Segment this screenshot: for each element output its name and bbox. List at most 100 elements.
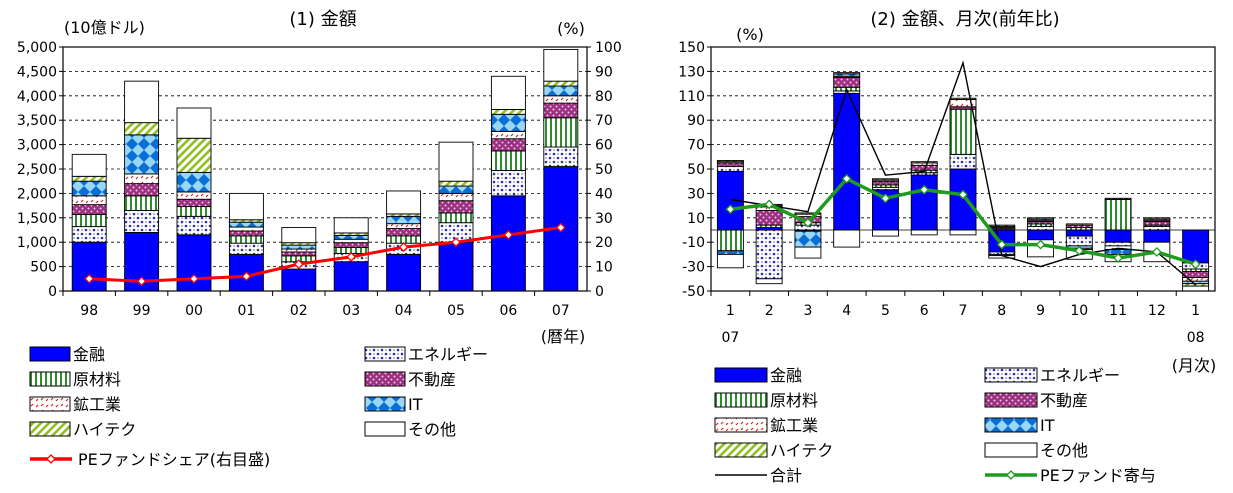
y-tick-label: 1,000	[17, 235, 57, 251]
bar-real-estate	[438, 200, 474, 214]
x-tick-label: 98	[80, 303, 98, 319]
bar-other	[438, 141, 474, 182]
plot-frame	[62, 46, 588, 292]
legend-label-high-tech: ハイテク	[770, 441, 833, 460]
legend-label-pe-share: PEファンドシェア(右目盛)	[78, 450, 270, 469]
bar-other	[71, 153, 107, 177]
bar-high-tech	[1143, 217, 1171, 220]
bar-finance	[386, 253, 422, 292]
pe-contribution-point	[725, 204, 736, 215]
legend-label-other: その他	[1040, 441, 1088, 460]
bar-finance	[438, 241, 474, 292]
bar-energy	[71, 226, 107, 243]
legend-label-real-estate: 不動産	[1040, 391, 1088, 410]
y2-tick-label: 10	[595, 260, 613, 276]
bar-finance	[1182, 229, 1210, 264]
x-tick-label: 7	[959, 303, 968, 319]
bar-energy	[1027, 225, 1054, 231]
bar-other	[333, 217, 369, 234]
bar-other	[490, 75, 526, 110]
legend-swatch-real-estate	[984, 392, 1038, 408]
y-tick-label: 0	[48, 284, 57, 300]
bar-high-tech	[438, 180, 474, 187]
x-year-label: 07	[721, 330, 739, 346]
legend-swatch-real-estate	[364, 371, 406, 387]
y-tick-label: 30	[687, 186, 705, 202]
legend-label-materials: 原材料	[770, 391, 818, 410]
bar-energy	[490, 170, 526, 197]
bar-high-tech	[124, 122, 160, 136]
bar-energy	[124, 210, 160, 233]
bar-high-tech	[949, 97, 977, 100]
bar-industry	[386, 223, 422, 229]
pe-share-point	[346, 251, 357, 262]
x-tick-label: 1	[726, 303, 735, 319]
x-tick-label: 8	[997, 303, 1006, 319]
y2-tick-label: 90	[595, 64, 613, 80]
y-tick-label: 3,000	[17, 138, 57, 154]
y2-tick-label: 40	[595, 186, 613, 202]
y-tick-label: 110	[678, 89, 705, 105]
x-tick-label: 5	[881, 303, 890, 319]
bar-other	[949, 229, 977, 236]
bar-other	[872, 229, 899, 237]
bar-high-tech	[833, 72, 861, 75]
pe-contribution-point	[1074, 245, 1085, 256]
x-tick-label: 01	[237, 303, 255, 319]
annual-amount-chart: 05001,0001,5002,0002,5003,0003,5004,0004…	[17, 9, 622, 469]
x-tick-label: 00	[185, 303, 203, 319]
legend-label-finance: 金融	[73, 345, 105, 364]
x-tick-label: 4	[842, 303, 851, 319]
bar-high-tech	[71, 175, 107, 182]
x-tick-label: 05	[447, 303, 465, 319]
x-tick-label: 07	[552, 303, 570, 319]
x-tick-label: 99	[133, 303, 151, 319]
legend-marker-pe-share	[46, 454, 56, 464]
bar-it	[71, 180, 107, 197]
legend-label-other: その他	[408, 420, 456, 439]
legend-label-high-tech: ハイテク	[73, 420, 136, 439]
bar-real-estate	[755, 210, 783, 226]
legend-label-it: IT	[1040, 416, 1055, 435]
legend-label-energy: エネルギー	[408, 345, 488, 364]
bar-finance	[333, 261, 369, 292]
bar-high-tech	[490, 109, 526, 115]
bar-other	[281, 227, 317, 244]
y-tick-label: 70	[687, 138, 705, 154]
bar-it	[228, 221, 264, 228]
legend-swatch-energy	[984, 367, 1038, 383]
bar-other	[124, 80, 160, 124]
bar-industry	[228, 226, 264, 232]
pe-share-point	[189, 273, 199, 284]
y2-tick-label: 0	[595, 284, 604, 300]
bar-materials	[543, 117, 579, 148]
bar-it	[543, 85, 579, 97]
y-tick-label: 5,000	[17, 40, 57, 56]
bar-industry	[438, 192, 474, 202]
legend-swatch-it	[364, 396, 406, 412]
legend-swatch-high-tech	[29, 421, 71, 437]
bar-real-estate	[543, 102, 579, 119]
y2-tick-label: 30	[595, 211, 613, 227]
y-tick-label: 4,000	[17, 89, 57, 105]
bar-other	[755, 278, 783, 285]
chart-1-x-unit: (暦年)	[541, 327, 586, 346]
bar-high-tech	[716, 160, 744, 163]
y-tick-label: 10	[687, 211, 705, 227]
x-tick-label: 1	[1191, 303, 1200, 319]
bar-industry	[333, 238, 369, 244]
bar-industry	[176, 191, 212, 200]
pe-share-point	[451, 237, 461, 248]
pe-contribution-point	[803, 217, 813, 228]
y-tick-label: -50	[682, 284, 705, 300]
bar-real-estate	[124, 183, 160, 197]
bar-energy	[228, 242, 264, 255]
legend-swatch-materials	[29, 371, 71, 387]
pe-share-point	[241, 271, 252, 282]
bar-energy	[176, 215, 212, 236]
x-tick-label: 04	[395, 303, 413, 319]
bar-high-tech	[176, 137, 212, 173]
bar-finance	[1104, 229, 1132, 243]
